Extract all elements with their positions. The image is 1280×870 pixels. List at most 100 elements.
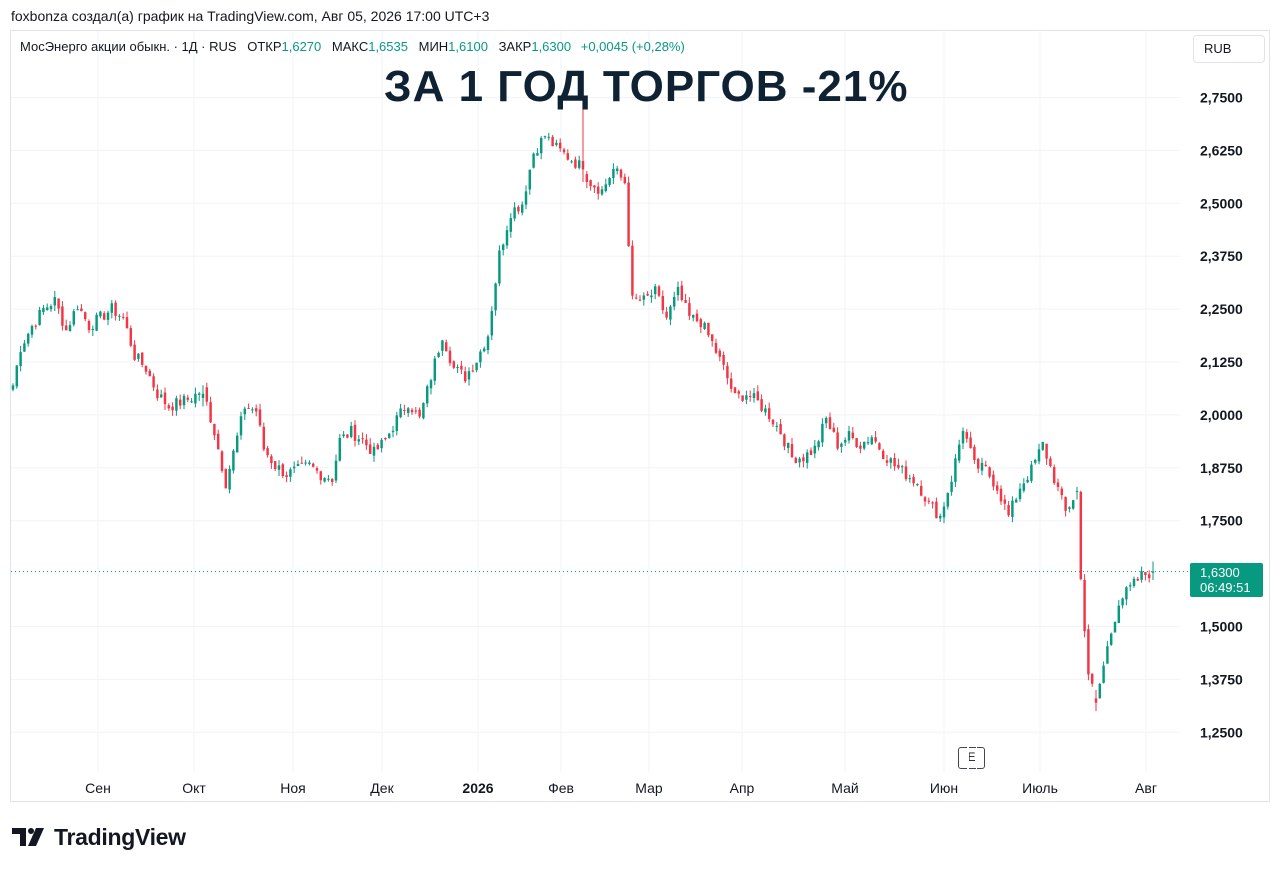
symbol-name[interactable]: МосЭнерго акции обыкн. · 1Д · RUS	[20, 39, 237, 54]
candle-body	[691, 314, 695, 318]
candle-body	[45, 307, 49, 311]
candle-body	[406, 408, 410, 413]
candle-body	[125, 317, 129, 329]
candle-body	[923, 497, 927, 502]
candle-body	[973, 446, 976, 460]
candle-body	[178, 399, 182, 406]
candle-body	[1068, 507, 1071, 509]
candle-body	[824, 417, 828, 424]
candle-body	[57, 298, 60, 309]
candle-body	[999, 488, 1003, 502]
candle-body	[395, 415, 399, 432]
candle-body	[722, 354, 725, 365]
candle-body	[608, 178, 611, 185]
candle-body	[555, 142, 558, 145]
candle-body	[965, 432, 969, 439]
candle-body	[1049, 458, 1052, 467]
candle-body	[186, 397, 190, 400]
candle-body	[577, 160, 581, 168]
candle-body	[1087, 629, 1090, 675]
x-tick-label: Дек	[370, 780, 394, 796]
candle-body	[775, 425, 779, 427]
candle-body	[862, 441, 866, 449]
open-value: 1,6270	[281, 39, 322, 54]
candle-body	[201, 393, 205, 398]
high-label: МАКС	[331, 39, 369, 54]
candle-body	[623, 176, 627, 184]
candle-body	[1128, 585, 1132, 587]
candle-body	[851, 432, 855, 439]
candle-body	[76, 309, 79, 311]
candle-body	[346, 434, 349, 438]
candle-body	[80, 308, 83, 312]
candle-body	[634, 297, 638, 299]
candle-body	[471, 370, 475, 372]
candle-body	[140, 352, 144, 365]
y-tick-label: 1,5000	[1200, 619, 1243, 635]
candle-body	[1003, 499, 1007, 504]
candle-body	[213, 423, 216, 436]
candle-body	[517, 206, 520, 212]
candle-body	[194, 393, 197, 404]
y-tick-label: 1,7500	[1200, 513, 1243, 529]
candle-body	[942, 506, 946, 518]
candle-body	[513, 207, 516, 219]
candle-body	[277, 465, 281, 470]
x-tick-label: Авг	[1135, 780, 1157, 796]
chart-headline: ЗА 1 ГОД ТОРГОВ -21%	[384, 62, 909, 111]
candle-body	[357, 439, 361, 442]
candle-body	[83, 312, 87, 320]
candle-body	[1075, 491, 1079, 493]
candle-body	[129, 328, 133, 346]
candle-body	[1098, 683, 1102, 699]
candle-body	[684, 300, 687, 303]
x-tick-label: Ноя	[280, 780, 305, 796]
candle-body	[878, 443, 881, 450]
candle-body	[581, 160, 585, 170]
candle-body	[821, 423, 824, 443]
candle-body	[53, 297, 57, 306]
candle-body	[551, 136, 554, 147]
candle-body	[1037, 449, 1041, 462]
candle-body	[908, 478, 912, 480]
candle-body	[600, 189, 604, 195]
candle-body	[311, 463, 315, 467]
candle-body	[790, 444, 794, 458]
candle-body	[49, 306, 53, 310]
candle-body	[429, 380, 433, 389]
candle-body	[190, 401, 193, 403]
candle-body	[650, 295, 653, 298]
tradingview-logo[interactable]: TradingView	[12, 824, 186, 850]
candle-body	[1079, 491, 1083, 580]
candle-body	[292, 466, 296, 469]
candle-body	[102, 313, 106, 320]
candle-body	[224, 468, 228, 489]
candle-body	[475, 362, 478, 371]
change-value: +0,0045 (+0,28%)	[580, 39, 685, 54]
candle-body	[30, 325, 34, 335]
currency-selector[interactable]: RUB	[1193, 35, 1265, 63]
candle-body	[946, 493, 950, 507]
x-tick-label: Сен	[85, 780, 111, 796]
candle-body	[64, 325, 68, 331]
candle-body	[228, 468, 231, 490]
x-tick-label: Апр	[730, 780, 755, 796]
candle-body	[216, 433, 220, 450]
candle-body	[270, 456, 273, 464]
y-tick-label: 1,3750	[1200, 671, 1243, 687]
candle-body	[460, 365, 463, 370]
candle-body	[384, 438, 387, 440]
candle-body	[881, 450, 885, 459]
candle-body	[672, 296, 676, 307]
candle-body	[1109, 633, 1113, 645]
candle-body	[387, 433, 391, 438]
last-price-value: 1,6300	[1200, 565, 1240, 580]
candle-body	[783, 434, 786, 447]
candle-body	[900, 466, 904, 468]
candle-body	[1041, 441, 1045, 450]
earnings-event-icon[interactable]: E	[958, 746, 985, 770]
candle-body	[843, 439, 847, 443]
candle-body	[1071, 500, 1075, 509]
candle-body	[505, 230, 509, 246]
